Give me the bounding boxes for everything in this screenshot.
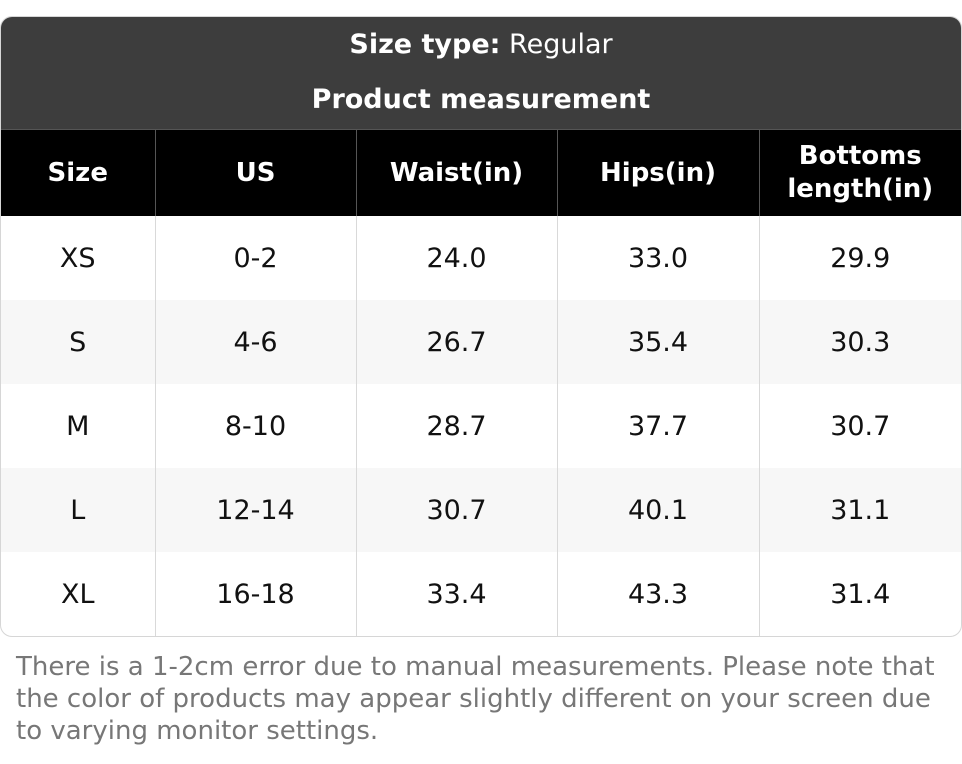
cell-bottoms-length: 31.1 [758,468,961,552]
column-header-us: US [154,129,356,216]
size-chart-card: Size type: Regular Product measurement S… [0,16,962,637]
cell-size: S [1,300,155,384]
size-type-value: Regular [509,29,613,60]
measurement-disclaimer: There is a 1-2cm error due to manual mea… [16,652,935,746]
cell-bottoms-length: 30.7 [758,384,961,468]
size-chart-header: Size type: Regular Product measurement [1,17,961,129]
cell-us: 4-6 [154,300,356,384]
table-row: XL 16-18 33.4 43.3 31.4 [1,552,961,636]
cell-size: XS [59,242,96,274]
column-header-bottoms-length: Bottoms length(in) [758,129,961,216]
cell-size: XL [60,578,95,610]
column-header-size: Size [1,129,155,216]
cell-us: 0-2 [154,216,356,300]
table-row: M 8-10 28.7 37.7 30.7 [1,384,961,468]
size-type-line: Size type: Regular [1,28,961,62]
cell-size: L [1,468,155,552]
cell-size: M [66,410,90,442]
table-row: S 4-6 26.7 35.4 30.3 [1,300,961,384]
cell-us: 12-14 [154,468,356,552]
cell-hips: 35.4 [556,300,759,384]
cell-hips: 33.0 [556,216,759,300]
column-header-hips: Hips(in) [556,129,759,216]
table-header-row: Size US Waist(in) Hips(in) Bottoms lengt… [1,129,961,216]
cell-bottoms-length: 30.3 [758,300,961,384]
cell-hips: 40.1 [556,468,759,552]
cell-bottoms-length: 31.4 [758,552,961,636]
size-type-label: Size type: [349,29,501,60]
cell-waist: 30.7 [355,468,557,552]
cell-us: 8-10 [154,384,356,468]
cell-us: 16-18 [154,552,356,636]
table-row: L 12-14 30.7 40.1 31.1 [1,468,961,552]
table-row: XS 0-2 24.0 33.0 29.9 [1,216,961,300]
size-table: Size US Waist(in) Hips(in) Bottoms lengt… [1,129,961,636]
cell-hips: 43.3 [556,552,759,636]
cell-waist: 28.7 [355,384,557,468]
cell-bottoms-length: 29.9 [758,216,961,300]
section-title: Product measurement [311,84,651,115]
cell-waist: 24.0 [355,216,557,300]
cell-hips: 37.7 [556,384,759,468]
cell-waist: 33.4 [355,552,557,636]
cell-waist: 26.7 [355,300,557,384]
column-header-waist: Waist(in) [355,129,557,216]
